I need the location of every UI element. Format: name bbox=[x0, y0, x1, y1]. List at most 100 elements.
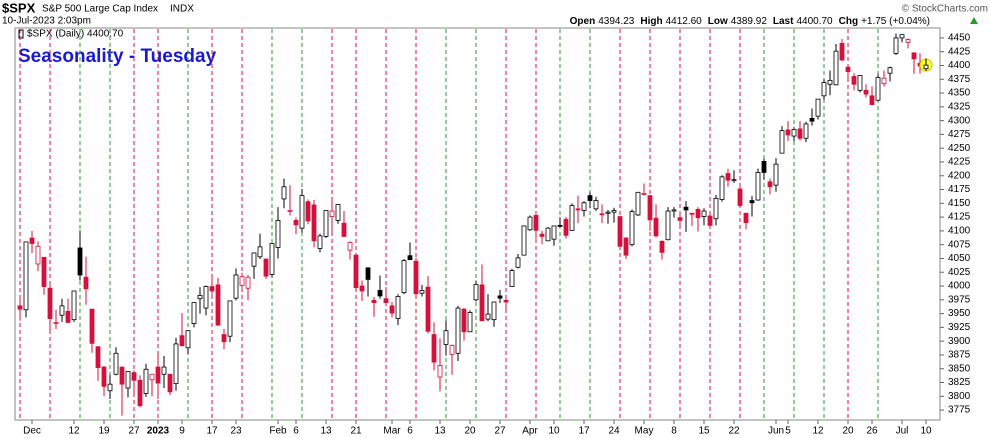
x-tick-label: 26 bbox=[866, 426, 878, 437]
x-tick-label: 20 bbox=[464, 426, 476, 437]
quote-label: Low bbox=[708, 16, 728, 27]
candle-body bbox=[887, 67, 893, 74]
candle-body bbox=[857, 75, 863, 91]
candle-body bbox=[359, 285, 365, 292]
candle-body bbox=[209, 286, 215, 292]
y-tick-label: 4100 bbox=[948, 226, 971, 237]
candle-body bbox=[125, 371, 131, 389]
candle-body bbox=[659, 240, 665, 253]
candle-body bbox=[485, 313, 491, 320]
candle-body bbox=[287, 210, 293, 212]
x-tick-label: 17 bbox=[206, 426, 218, 437]
candle-body bbox=[311, 204, 317, 242]
candle-body bbox=[173, 343, 179, 385]
candle-body bbox=[773, 163, 779, 186]
candle-body bbox=[155, 366, 161, 384]
y-tick-label: 3800 bbox=[948, 391, 971, 402]
candle-body bbox=[329, 210, 335, 217]
candle-body bbox=[851, 76, 857, 85]
candle-body bbox=[269, 243, 275, 275]
x-tick-label: 12 bbox=[812, 426, 824, 437]
candle-body bbox=[527, 216, 533, 231]
candle-body bbox=[581, 202, 587, 211]
candle-body bbox=[419, 290, 425, 294]
candle-body bbox=[191, 302, 197, 324]
y-tick-label: 4200 bbox=[948, 170, 971, 181]
x-tick-label: 5 bbox=[785, 426, 791, 437]
candle-body bbox=[791, 129, 797, 137]
plot-frame bbox=[14, 27, 941, 421]
candle-body bbox=[23, 241, 29, 311]
candle-body bbox=[65, 310, 71, 323]
candle-body bbox=[593, 200, 599, 210]
candle-body bbox=[293, 220, 299, 226]
candle-body bbox=[77, 247, 83, 276]
candle-body bbox=[71, 290, 77, 321]
candle-body bbox=[185, 330, 191, 349]
exchange: INDX bbox=[170, 4, 194, 15]
candle-body bbox=[509, 270, 515, 287]
y-tick-label: 4150 bbox=[948, 198, 971, 209]
candle-body bbox=[383, 298, 389, 303]
candle-body bbox=[725, 173, 731, 181]
candle-body bbox=[83, 276, 89, 290]
quote-value: 4394.23 bbox=[598, 16, 635, 27]
candle-body bbox=[923, 64, 929, 70]
y-tick-label: 4275 bbox=[948, 129, 971, 140]
candle-body bbox=[137, 379, 143, 407]
candle-body bbox=[281, 186, 287, 200]
candle-body bbox=[395, 296, 401, 319]
candle-body bbox=[89, 308, 95, 344]
candle-body bbox=[275, 220, 281, 248]
y-tick-label: 3875 bbox=[948, 350, 971, 361]
y-tick-label: 4375 bbox=[948, 74, 971, 85]
candle-body bbox=[17, 305, 23, 310]
quote-label: Open bbox=[570, 16, 596, 27]
candle-body bbox=[227, 300, 233, 337]
quote-label: Chg bbox=[839, 16, 858, 27]
candle-body bbox=[455, 307, 461, 354]
x-tick-label: Jun bbox=[768, 426, 784, 437]
candle-body bbox=[413, 260, 419, 295]
candle-body bbox=[605, 211, 611, 214]
candle-body bbox=[905, 39, 911, 43]
candle-body bbox=[35, 245, 41, 265]
chart-title: Seasonality - Tuesday bbox=[18, 46, 217, 67]
candle-body bbox=[761, 161, 767, 173]
x-tick-label: Apr bbox=[522, 426, 538, 437]
y-tick-label: 4400 bbox=[948, 60, 971, 71]
candle-body bbox=[59, 305, 65, 316]
candle-body bbox=[443, 330, 449, 345]
candle-body bbox=[809, 118, 815, 122]
description: S&P 500 Large Cap Index bbox=[42, 4, 158, 15]
candle-body bbox=[437, 365, 443, 378]
candle-body bbox=[881, 77, 887, 85]
candle-body bbox=[833, 50, 839, 86]
candle-body bbox=[515, 257, 521, 268]
candle-body bbox=[257, 246, 263, 258]
y-tick-label: 3950 bbox=[948, 308, 971, 319]
y-tick-label: 4450 bbox=[948, 33, 971, 44]
y-tick-label: 4425 bbox=[948, 46, 971, 57]
y-tick-label: 4350 bbox=[948, 88, 971, 99]
candle-body bbox=[335, 204, 341, 221]
x-tick-label: Jul bbox=[896, 426, 909, 437]
candle-body bbox=[245, 276, 251, 289]
candle-body bbox=[749, 200, 755, 204]
candle-body bbox=[629, 211, 635, 246]
candle-body bbox=[785, 129, 791, 136]
x-tick-label: May bbox=[635, 426, 654, 437]
candle-body bbox=[677, 217, 683, 221]
candle-body bbox=[95, 346, 101, 369]
candle-body bbox=[467, 312, 473, 333]
candle-body bbox=[377, 290, 383, 297]
candle-body bbox=[41, 256, 47, 287]
y-tick-label: 4075 bbox=[948, 239, 971, 250]
candle-body bbox=[899, 34, 905, 39]
y-tick-label: 3850 bbox=[948, 363, 971, 374]
x-tick-label: 27 bbox=[128, 426, 140, 437]
candle-body bbox=[863, 89, 869, 95]
x-tick-label: 19 bbox=[98, 426, 110, 437]
candle-body bbox=[653, 217, 659, 237]
x-tick-label: 23 bbox=[230, 426, 242, 437]
